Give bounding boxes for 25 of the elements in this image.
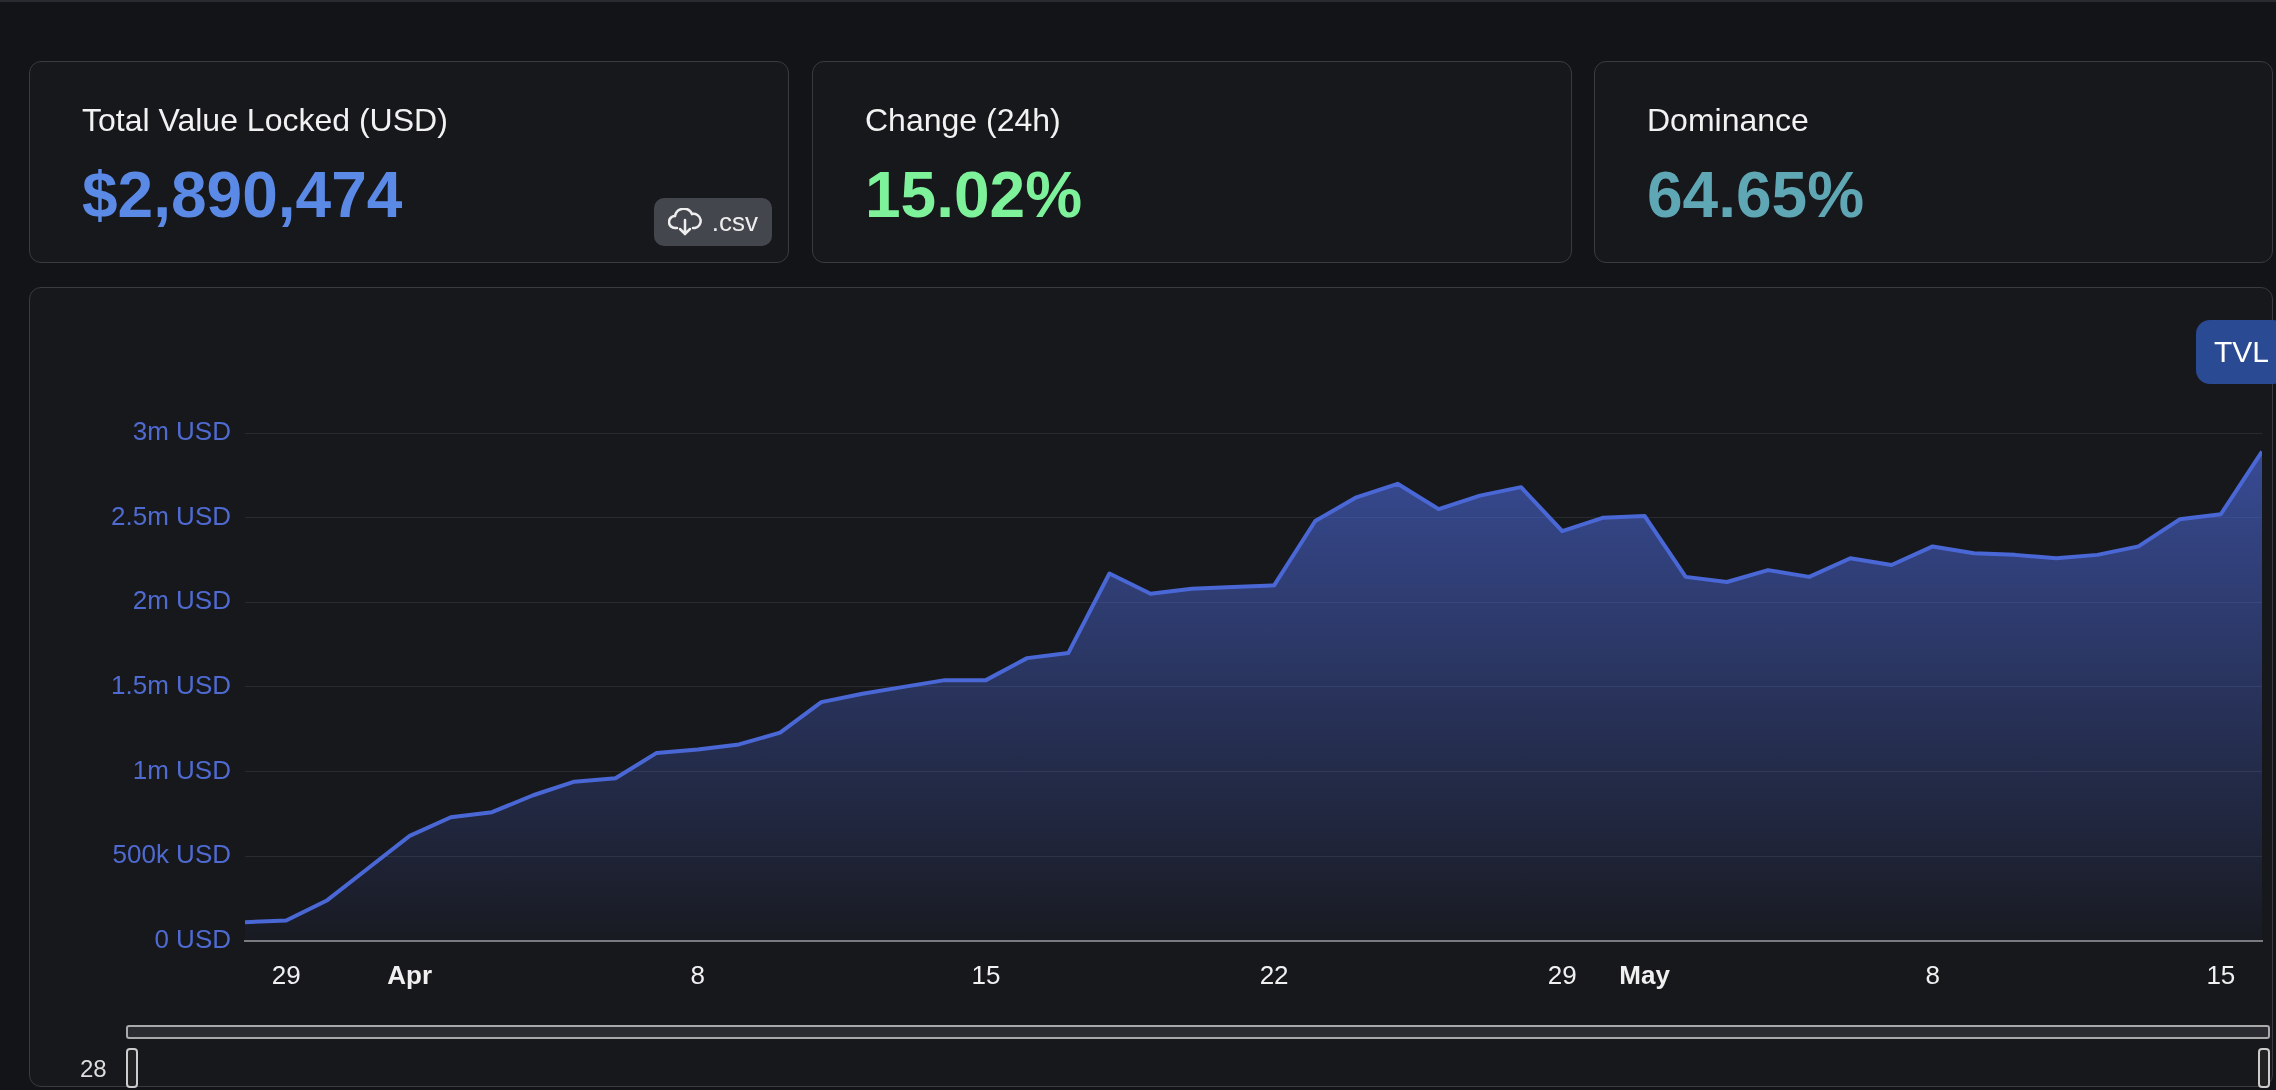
text: 28 [80,1055,107,1083]
y-tick-label: 2m USD [132,585,231,616]
csv-button: .csv [653,198,772,246]
text: Total Value Locked (USD) [82,102,448,139]
y-tick-label: 3m USD [132,416,231,447]
x-tick-label: Apr [387,959,433,990]
x-tick-label: 22 [1259,959,1289,990]
x-tick-label: 29 [271,959,301,990]
text: Dominance [1647,102,1809,139]
text: Change (24h) [865,102,1061,139]
y-tick-label: 2.5m USD [111,500,231,531]
x-tick-label: 8 [1925,959,1940,990]
y-tick-label: 1m USD [132,754,231,785]
text: 15.02% [865,158,1083,232]
x-tick-label: 8 [690,959,706,990]
x-tick-label: 15 [2206,959,2236,990]
x-tick-label: 29 [1547,959,1577,990]
x-tick-label: May [1619,959,1671,990]
text: $2,890,474 [82,158,403,232]
y-tick-label: 1.5m USD [111,670,231,701]
y-tick-label: 0 USD [154,923,231,954]
y-tick-label: 500k USD [112,839,231,870]
text: TVL [2196,320,2276,384]
text: 64.65% [1647,158,1865,232]
x-tick-label: 15 [971,959,1001,990]
